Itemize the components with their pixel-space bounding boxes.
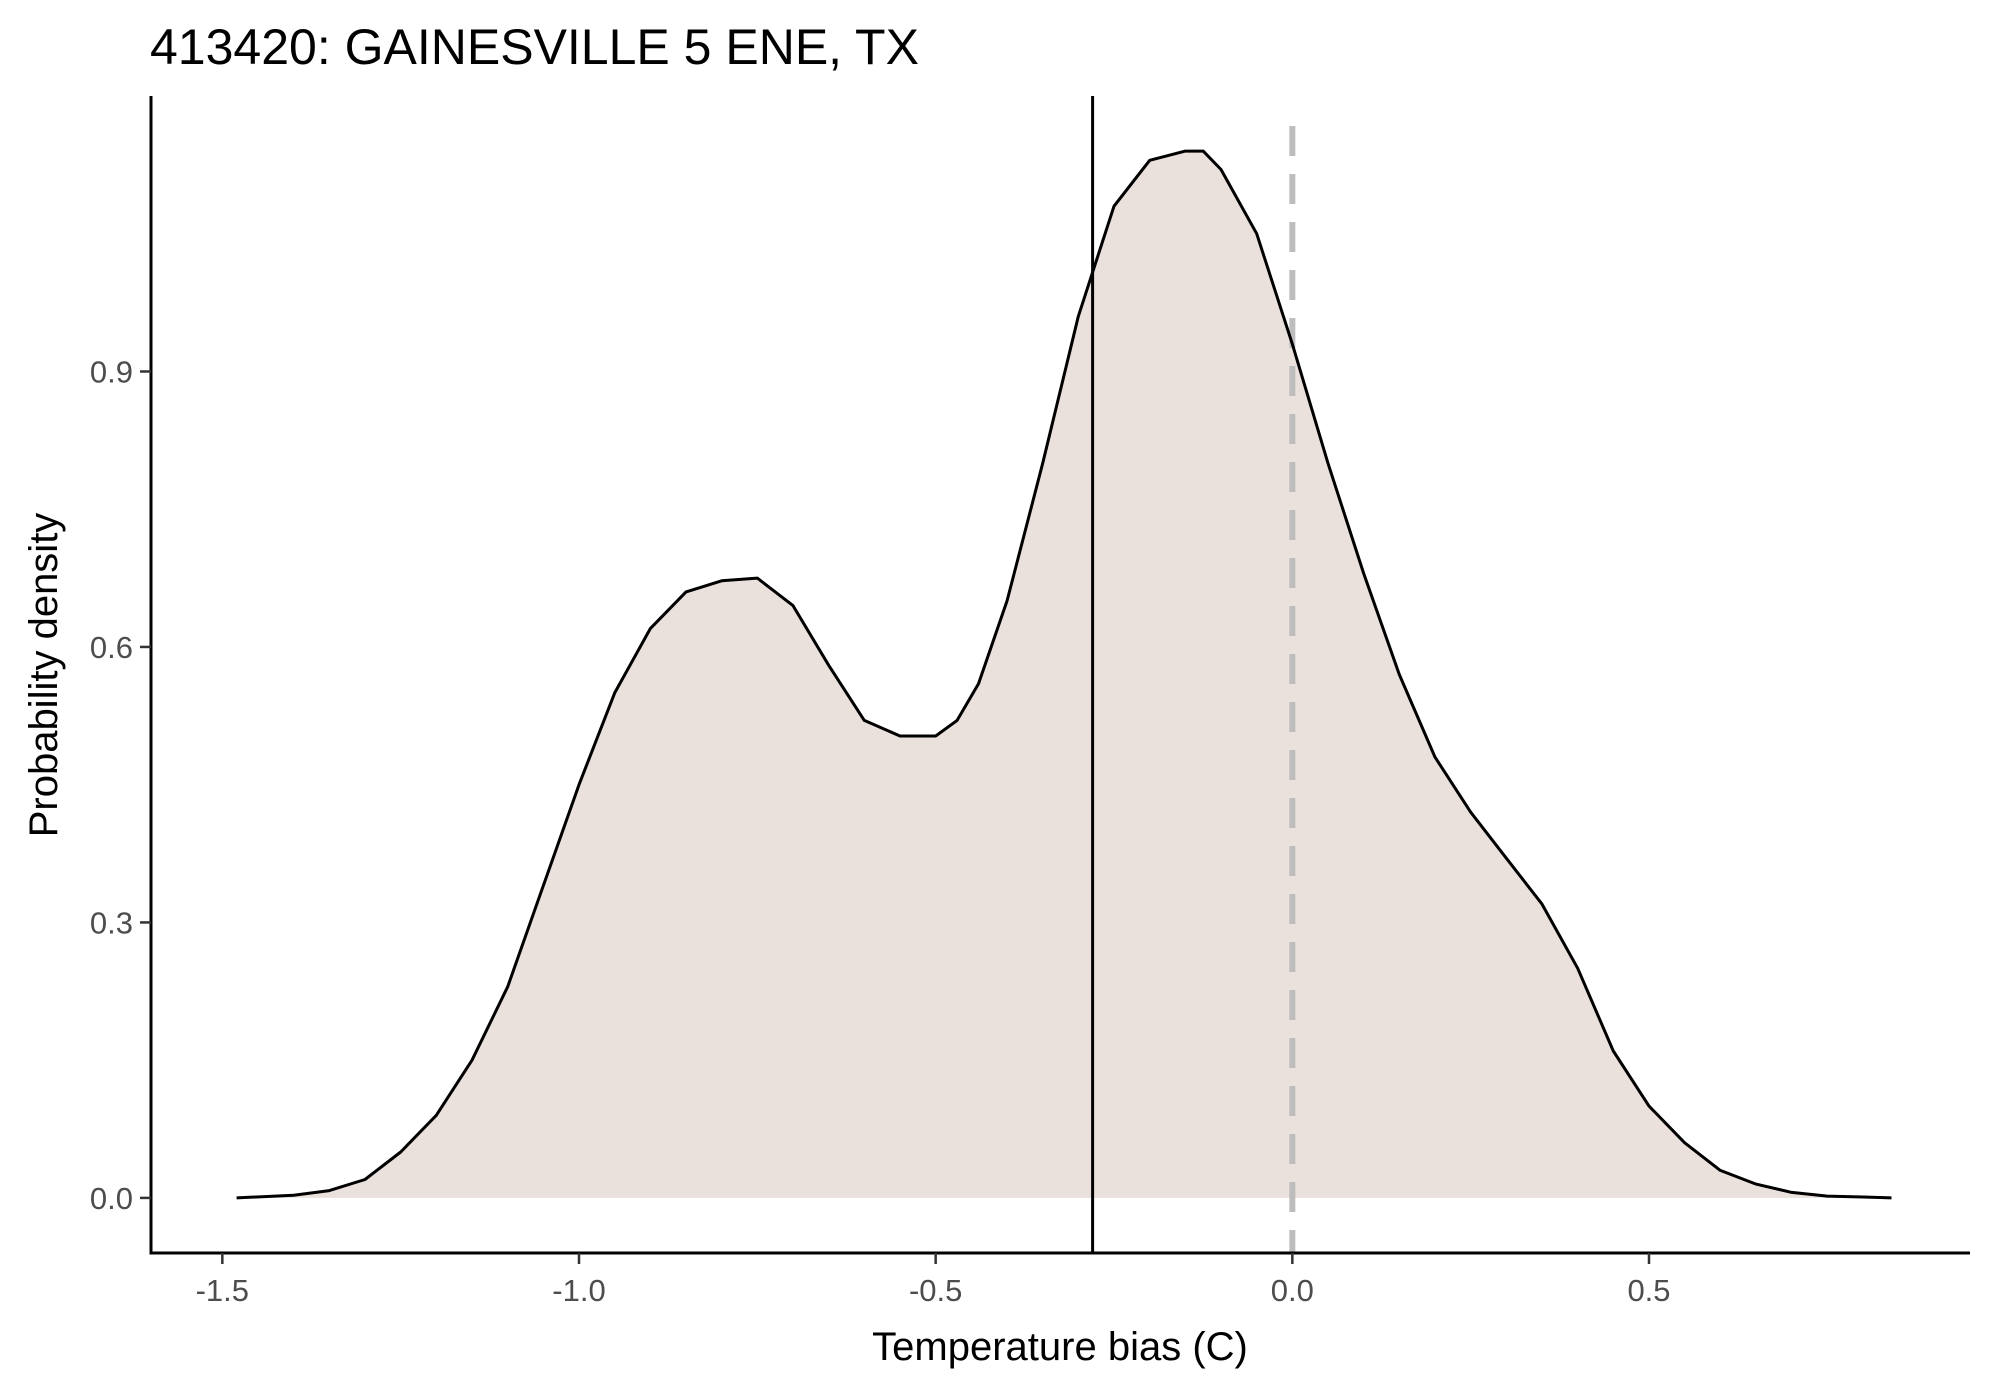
y-tick-label: 0.6: [90, 630, 133, 665]
x-tick-label: -1.5: [196, 1273, 249, 1308]
x-tick-label: 0.0: [1271, 1273, 1314, 1308]
chart-title: 413420: GAINESVILLE 5 ENE, TX: [150, 19, 919, 75]
density-area: [236, 151, 1892, 1198]
x-tick-label: 0.5: [1627, 1273, 1670, 1308]
y-tick-label: 0.0: [90, 1181, 133, 1216]
y-tick-label: 0.3: [90, 905, 133, 940]
y-axis-title: Probability density: [22, 513, 66, 838]
x-axis-ticks: -1.5 -1.0 -0.5 0.0 0.5: [196, 1253, 1671, 1308]
x-tick-label: -1.0: [552, 1273, 605, 1308]
y-tick-label: 0.9: [90, 354, 133, 389]
x-tick-label: -0.5: [909, 1273, 962, 1308]
plot-area: [236, 96, 1892, 1253]
x-axis-title: Temperature bias (C): [872, 1325, 1248, 1369]
y-axis-ticks: 0.0 0.3 0.6 0.9: [90, 354, 151, 1216]
density-curve: [236, 149, 1892, 1200]
